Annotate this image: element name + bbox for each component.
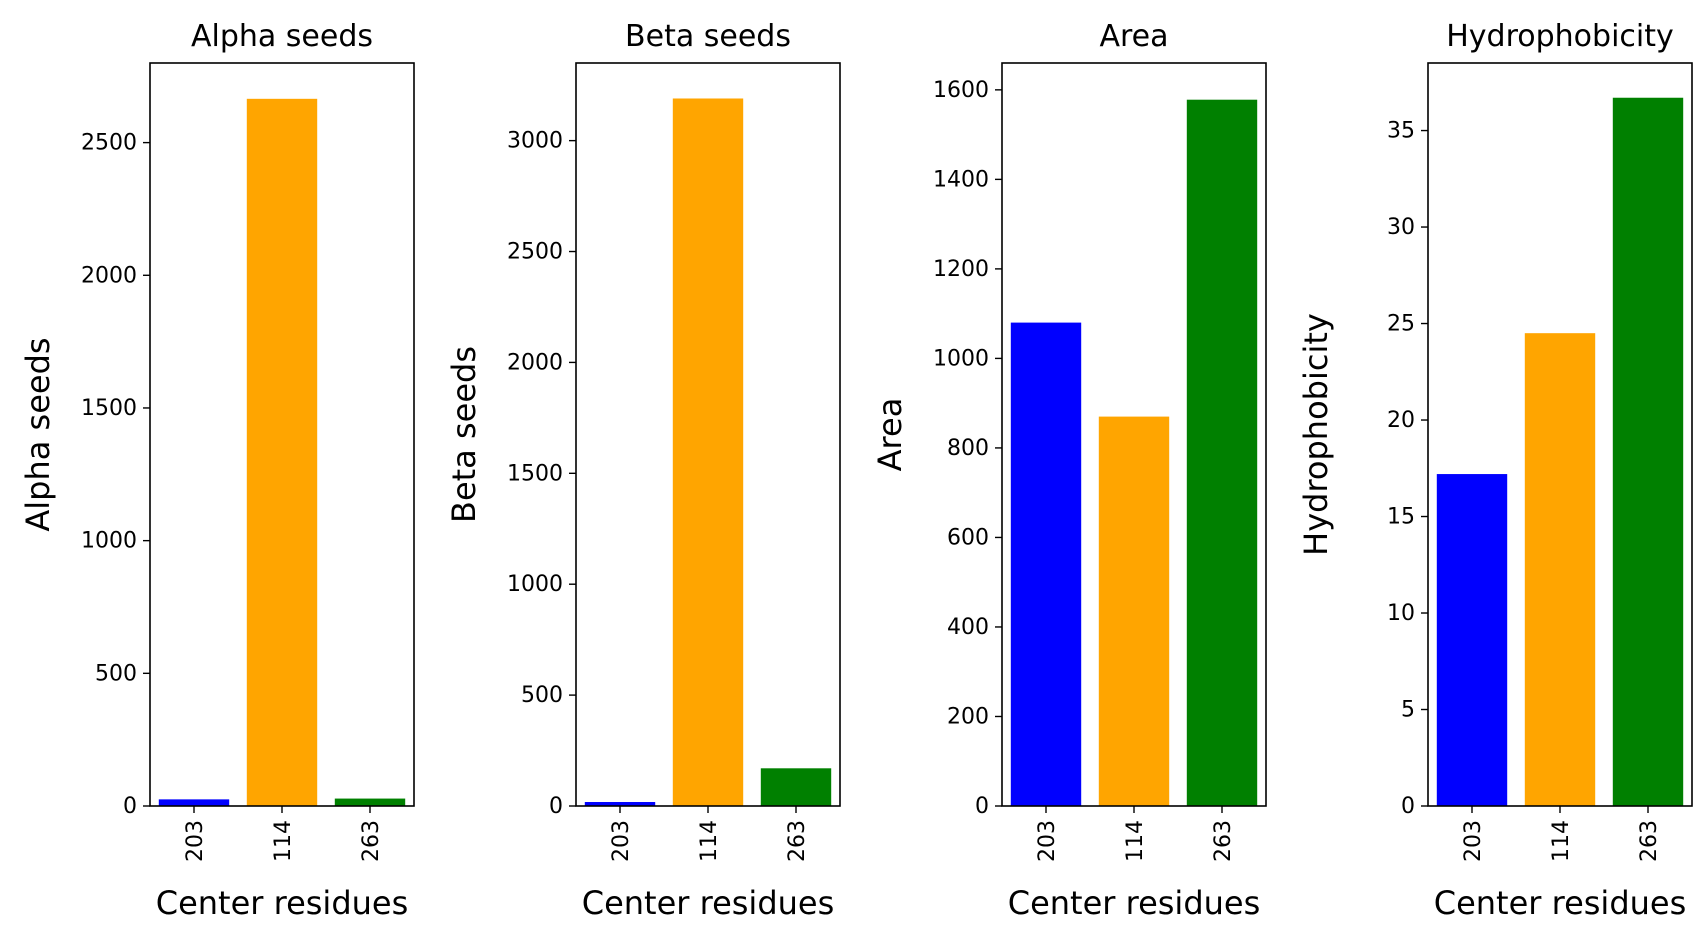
- y-tick-label: 400: [947, 615, 989, 640]
- bar-263: [760, 768, 832, 806]
- y-tick-label: 20: [1387, 408, 1415, 433]
- bar-203: [1010, 322, 1082, 806]
- bar-263: [1612, 97, 1684, 807]
- chart-panel-4: 0 5 10 15 20 25 30 35 203 114 263 Hydrophobicity Cen…: [1297, 19, 1693, 922]
- y-tick-label: 500: [521, 683, 563, 708]
- y-tick-label: 1200: [933, 257, 989, 282]
- x-tick-label: 203: [1461, 820, 1486, 862]
- y-tick-label: 800: [947, 436, 989, 461]
- y-tick-label: 2500: [507, 240, 563, 265]
- x-tick-label: 263: [785, 820, 810, 862]
- chart-title: Beta seeds: [625, 19, 791, 54]
- bar-203: [584, 802, 656, 806]
- chart-panel-3: 0 200 400 600 800 1000 1200 1400 1600 203 114 263 Ar…: [871, 19, 1267, 922]
- chart-panel-1: 0 500 1000 1500 2000 2500 203 114 263 Alpha seeds…: [19, 19, 415, 922]
- bar-114: [246, 98, 318, 806]
- y-axis-label: Beta seeds: [445, 346, 483, 523]
- bar-203: [1436, 474, 1508, 806]
- x-tick-label: 203: [1035, 820, 1060, 862]
- chart-panel-2: 0 500 1000 1500 2000 2500 3000 203 114 263 Beta se…: [445, 19, 841, 922]
- chart-title: Area: [1099, 19, 1168, 54]
- x-tick-label: 114: [1549, 820, 1574, 862]
- y-tick-label: 500: [95, 661, 137, 686]
- y-tick-label: 1500: [81, 396, 137, 421]
- y-tick-label: 10: [1387, 601, 1415, 626]
- bar-203: [158, 799, 230, 806]
- y-tick-label: 1500: [507, 461, 563, 486]
- x-tick-label: 203: [609, 820, 634, 862]
- x-tick-label: 203: [183, 820, 208, 862]
- y-tick-label: 1400: [933, 167, 989, 192]
- y-tick-label: 0: [1401, 794, 1415, 819]
- y-tick-label: 0: [549, 794, 563, 819]
- y-tick-label: 600: [947, 525, 989, 550]
- bar-114: [1524, 333, 1596, 806]
- x-tick-label: 114: [697, 820, 722, 862]
- y-axis-label: Hydrophobicity: [1297, 313, 1335, 556]
- bar-114: [672, 98, 744, 807]
- bar-114: [1098, 416, 1170, 806]
- y-tick-label: 0: [123, 794, 137, 819]
- y-tick-label: 2000: [81, 263, 137, 288]
- x-axis-label: Center residues: [1434, 884, 1687, 922]
- y-tick-label: 35: [1387, 119, 1415, 144]
- y-tick-label: 3000: [507, 129, 563, 154]
- x-tick-label: 114: [271, 820, 296, 862]
- x-tick-label: 263: [359, 820, 384, 862]
- chart-title: Alpha seeds: [191, 19, 373, 54]
- bar-263: [1186, 99, 1258, 806]
- y-tick-label: 1000: [933, 346, 989, 371]
- y-tick-label: 2000: [507, 350, 563, 375]
- x-tick-label: 263: [1637, 820, 1662, 862]
- x-axis-label: Center residues: [156, 884, 409, 922]
- y-tick-label: 1000: [507, 572, 563, 597]
- x-tick-label: 263: [1211, 820, 1236, 862]
- y-tick-label: 2500: [81, 131, 137, 156]
- y-tick-label: 15: [1387, 505, 1415, 530]
- y-tick-label: 1000: [81, 529, 137, 554]
- y-tick-label: 0: [975, 794, 989, 819]
- y-tick-label: 30: [1387, 215, 1415, 240]
- y-axis-label: Area: [871, 398, 909, 472]
- y-tick-label: 5: [1401, 698, 1415, 723]
- x-axis-label: Center residues: [1008, 884, 1261, 922]
- x-tick-label: 114: [1123, 820, 1148, 862]
- y-tick-label: 25: [1387, 312, 1415, 337]
- y-tick-label: 1600: [933, 78, 989, 103]
- y-axis-label: Alpha seeds: [19, 337, 57, 531]
- bar-263: [334, 798, 406, 806]
- y-tick-label: 200: [947, 704, 989, 729]
- chart-title: Hydrophobicity: [1446, 19, 1674, 54]
- x-axis-label: Center residues: [582, 884, 835, 922]
